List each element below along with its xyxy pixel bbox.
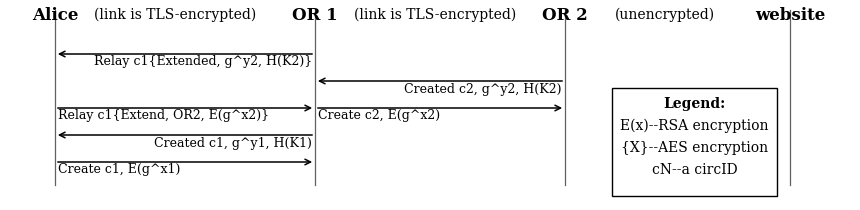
Text: OR 1: OR 1 [292, 7, 338, 24]
Text: (link is TLS-encrypted): (link is TLS-encrypted) [353, 8, 516, 22]
Text: Create c1, E(g^x1): Create c1, E(g^x1) [58, 164, 181, 176]
Text: E(x)--RSA encryption: E(x)--RSA encryption [620, 119, 769, 133]
Text: (unencrypted): (unencrypted) [615, 8, 715, 22]
Text: Legend:: Legend: [663, 97, 726, 111]
Text: Create c2, E(g^x2): Create c2, E(g^x2) [318, 109, 440, 122]
Text: Created c1, g^y1, H(K1): Created c1, g^y1, H(K1) [154, 136, 312, 150]
Text: {X}--AES encryption: {X}--AES encryption [621, 141, 768, 155]
Text: Alice: Alice [32, 7, 78, 24]
Text: website: website [755, 7, 825, 24]
Text: cN--a circID: cN--a circID [652, 163, 737, 177]
Text: OR 2: OR 2 [542, 7, 588, 24]
Bar [612, 88, 777, 196]
Text: Relay c1{Extend, OR2, E(g^x2)}: Relay c1{Extend, OR2, E(g^x2)} [58, 109, 269, 122]
Text: Relay c1{Extended, g^y2, H(K2)}: Relay c1{Extended, g^y2, H(K2)} [94, 55, 312, 68]
Text: Created c2, g^y2, H(K2): Created c2, g^y2, H(K2) [404, 83, 562, 96]
Text: (link is TLS-encrypted): (link is TLS-encrypted) [94, 8, 256, 22]
